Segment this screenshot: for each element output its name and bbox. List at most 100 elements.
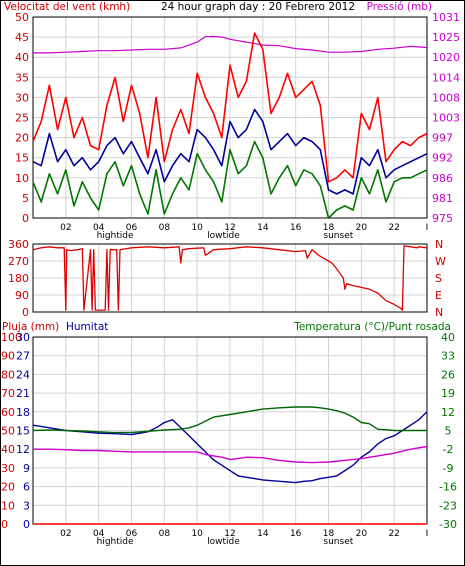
humidity-tick-label: 0 <box>23 518 30 531</box>
rain-humidity-temperature-panel: Pluja (mm) Humitat Temperatura (°C)/Punt… <box>1 321 457 547</box>
tide-annotation: sunset <box>323 537 353 547</box>
hour-tick-label: 18 <box>323 223 335 233</box>
humidity-tick-label: 18 <box>16 406 30 419</box>
pressure-tick-label: 997 <box>432 132 453 145</box>
hour-tick-label: I <box>426 529 429 539</box>
wind-tick-label: 25 <box>15 112 29 125</box>
pressure-tick-label: 1003 <box>432 112 460 125</box>
wind-pressure-panel: Velocitat del vent (kmh) 24 hour graph d… <box>4 1 460 241</box>
pressure-tick-label: 986 <box>432 172 453 185</box>
compass-label: W <box>435 255 446 268</box>
wind-tick-label: 0 <box>22 212 29 225</box>
temperature-tick-label: 33 <box>441 350 455 363</box>
hour-tick-label: I <box>426 223 429 233</box>
pressure-axis-title: Pressió (mb) <box>367 1 432 13</box>
pressure-tick-label: 1014 <box>432 71 460 84</box>
wind-tick-label: 30 <box>15 91 29 104</box>
rain-tick-label: 60 <box>1 406 15 419</box>
hour-tick-label: 22 <box>388 529 399 539</box>
humidity-tick-label: 27 <box>16 350 30 363</box>
wind-tick-label: 45 <box>15 31 29 44</box>
direction-tick-label: 90 <box>15 289 29 302</box>
pressure-tick-label: 1008 <box>432 91 460 104</box>
hour-tick-label: 06 <box>126 529 138 539</box>
wind-tick-label: 40 <box>15 51 29 64</box>
temperature-tick-label: 19 <box>441 387 455 400</box>
series-line-0 <box>33 35 428 54</box>
direction-tick-label: 270 <box>8 255 29 268</box>
humidity-tick-label: 6 <box>23 481 30 494</box>
chart-title: 24 hour graph day : 20 Febrero 2012 <box>161 1 355 13</box>
humidity-tick-label: 30 <box>16 331 30 344</box>
tide-annotation: hightide <box>97 231 134 241</box>
hour-tick-label: 14 <box>257 529 269 539</box>
rain-tick-label: 100 <box>1 331 22 344</box>
pressure-tick-label: 992 <box>432 152 453 165</box>
rain-tick-label: 80 <box>1 368 15 381</box>
temperature-tick-label: -30 <box>439 518 457 531</box>
pressure-tick-label: 1020 <box>432 51 460 64</box>
hour-tick-label: 18 <box>323 529 335 539</box>
hour-tick-label: 08 <box>159 529 171 539</box>
hour-tick-label: 06 <box>126 223 138 233</box>
wind-tick-label: 10 <box>15 172 29 185</box>
pressure-tick-label: 1025 <box>432 31 460 44</box>
weather-line-1 <box>32 406 427 434</box>
pressure-tick-label: 981 <box>432 192 453 205</box>
tide-annotation: hightide <box>97 537 134 547</box>
hour-tick-label: 04 <box>93 529 105 539</box>
wind-tick-label: 20 <box>15 132 29 145</box>
humidity-tick-label: 3 <box>23 499 30 512</box>
compass-label: N <box>435 306 443 319</box>
direction-tick-label: 180 <box>8 272 29 285</box>
humidity-axis-title: Humitat <box>66 321 108 333</box>
wind-tick-label: 15 <box>15 152 29 165</box>
hour-tick-label: 12 <box>224 529 235 539</box>
wind-tick-label: 50 <box>15 11 29 24</box>
temperature-tick-label: -2 <box>443 443 454 456</box>
hour-tick-label: 02 <box>60 529 71 539</box>
pressure-tick-label: 975 <box>432 212 453 225</box>
temperature-tick-label: 40 <box>441 331 455 344</box>
rain-tick-label: 10 <box>1 499 15 512</box>
rain-tick-label: 20 <box>1 481 15 494</box>
hour-tick-label: 04 <box>93 223 105 233</box>
rain-tick-label: 50 <box>1 425 15 438</box>
hour-tick-label: 16 <box>290 223 302 233</box>
temperature-tick-label: 5 <box>445 425 452 438</box>
rain-tick-label: 40 <box>1 443 15 456</box>
compass-label: S <box>435 272 442 285</box>
rain-tick-label: 0 <box>1 518 8 531</box>
rain-tick-label: 70 <box>1 387 15 400</box>
humidity-tick-label: 12 <box>16 443 30 456</box>
series-line-3 <box>32 140 428 219</box>
humidity-tick-label: 24 <box>16 368 30 381</box>
hour-tick-label: 12 <box>224 223 235 233</box>
pressure-tick-label: 1031 <box>432 11 460 24</box>
hour-tick-label: 14 <box>257 223 269 233</box>
hour-tick-label: 20 <box>356 223 368 233</box>
humidity-tick-label: 15 <box>16 425 30 438</box>
temperature-tick-label: -23 <box>439 499 457 512</box>
compass-label: N <box>435 238 443 251</box>
hour-tick-label: 02 <box>60 223 71 233</box>
tide-annotation: sunset <box>323 231 353 241</box>
wind-tick-label: 35 <box>15 71 29 84</box>
hour-tick-label: 20 <box>356 529 368 539</box>
temperature-axis-title: Temperatura (°C)/Punt rosada <box>293 321 451 333</box>
weather-line-2 <box>33 445 428 464</box>
wind-axis-title: Velocitat del vent (kmh) <box>4 1 130 13</box>
tide-annotation: lowtide <box>207 537 240 547</box>
hour-tick-label: 16 <box>290 529 302 539</box>
hour-tick-label: 10 <box>191 223 203 233</box>
hour-tick-label: 08 <box>159 223 171 233</box>
hour-tick-label: 10 <box>191 529 203 539</box>
temperature-tick-label: -16 <box>439 481 457 494</box>
series-line-2 <box>32 108 428 195</box>
temperature-tick-label: -9 <box>443 462 454 475</box>
plot-border <box>32 16 428 219</box>
direction-tick-label: 360 <box>8 238 29 251</box>
rain-tick-label: 30 <box>1 462 15 475</box>
